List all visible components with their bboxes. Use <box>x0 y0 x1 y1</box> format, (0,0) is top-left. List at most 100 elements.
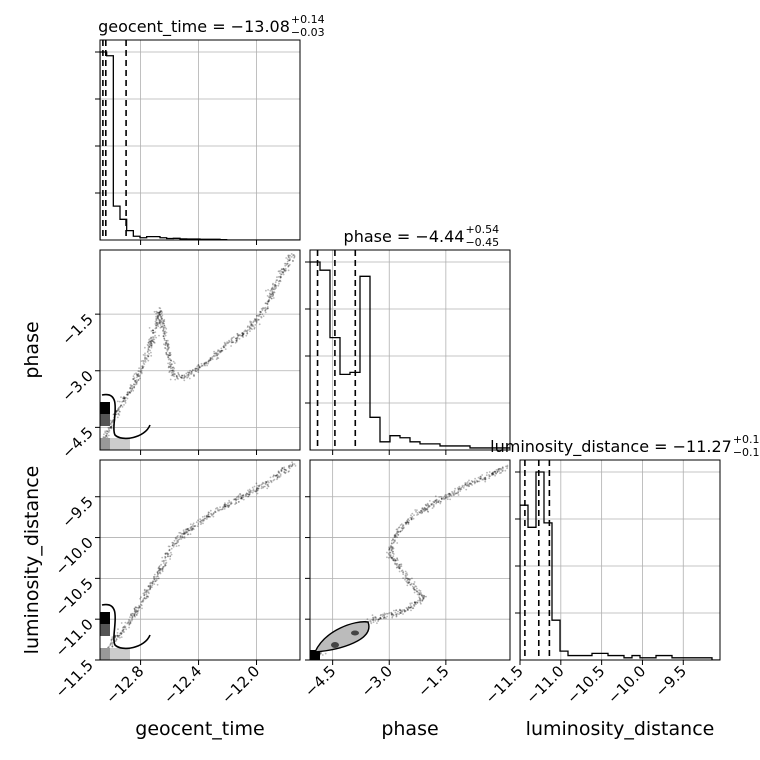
scatter-point <box>430 503 432 505</box>
scatter-point <box>476 481 478 483</box>
scatter-point <box>153 578 156 581</box>
scatter-point <box>399 612 402 614</box>
scatter-point <box>223 504 226 506</box>
scatter-point <box>413 601 416 604</box>
panel-title-text: geocent_time = −13.08 <box>98 17 290 37</box>
scatter-point <box>277 470 280 473</box>
scatter-point <box>271 295 273 298</box>
scatter-point <box>152 580 155 583</box>
scatter-point <box>170 553 173 556</box>
scatter-point <box>473 481 476 484</box>
scatter-point <box>165 327 168 330</box>
scatter-point <box>410 516 413 519</box>
scatter-point <box>136 373 138 376</box>
scatter-point <box>246 326 249 328</box>
density-core <box>351 630 359 636</box>
scatter-point <box>385 617 387 619</box>
scatter-point <box>110 425 113 428</box>
scatter-point <box>156 571 159 574</box>
scatter-point <box>209 359 212 362</box>
scatter-point <box>192 524 194 526</box>
scatter-point <box>149 584 151 587</box>
scatter-point <box>208 515 211 518</box>
scatter-point <box>248 491 251 494</box>
scatter-point <box>279 276 282 279</box>
scatter-point <box>118 406 120 409</box>
scatter-point <box>204 517 207 520</box>
scatter-point <box>289 464 292 466</box>
scatter-point <box>395 559 397 562</box>
scatter-point <box>156 575 159 577</box>
scatter-point <box>167 362 170 365</box>
scatter-point <box>153 576 155 578</box>
scatter-point <box>421 600 423 602</box>
scatter-point <box>416 590 418 592</box>
scatter-point <box>444 496 447 499</box>
scatter-point <box>215 353 218 356</box>
scatter-point <box>141 599 144 602</box>
scatter-point <box>287 256 290 258</box>
scatter-point <box>205 361 208 364</box>
scatter-point <box>201 364 204 367</box>
scatter-point <box>379 617 382 619</box>
scatter-point <box>192 369 194 371</box>
scatter-point <box>484 477 486 480</box>
x-tick-label: −12.0 <box>218 662 263 707</box>
scatter-point <box>164 557 167 559</box>
scatter-point <box>408 579 411 582</box>
scatter-point <box>240 496 243 499</box>
scatter-point <box>459 488 462 490</box>
scatter-point <box>194 370 197 373</box>
scatter-point <box>501 470 504 473</box>
scatter-point <box>174 543 176 545</box>
scatter-point <box>275 474 278 477</box>
scatter-point <box>264 483 267 486</box>
scatter-point <box>232 341 235 344</box>
scatter-point <box>167 353 170 356</box>
density-blob <box>100 603 151 660</box>
scatter-point <box>123 404 125 406</box>
scatter-point <box>422 594 425 597</box>
scatter-point <box>254 320 257 323</box>
scatter-point <box>224 505 227 507</box>
scatter-point <box>389 555 391 557</box>
scatter-point <box>158 311 161 314</box>
scatter-point <box>237 334 240 336</box>
scatter-point <box>408 578 411 581</box>
scatter-point <box>388 548 391 550</box>
scatter-point <box>506 464 509 467</box>
scatter-point <box>134 379 137 382</box>
scatter-point <box>258 315 260 318</box>
density-cell <box>310 650 320 660</box>
scatter-point <box>394 536 397 539</box>
scatter-point <box>258 323 261 326</box>
scatter-point <box>293 257 295 259</box>
scatter-point <box>275 474 277 477</box>
scatter-point <box>267 480 269 483</box>
scatter-point <box>276 476 279 478</box>
contour-line <box>101 393 151 440</box>
scatter-point <box>246 332 249 334</box>
scatter-point <box>142 359 144 362</box>
scatter-point <box>402 571 405 573</box>
scatter-point <box>420 509 422 512</box>
scatter-point <box>186 530 189 533</box>
scatter-point <box>153 578 156 581</box>
scatter-point <box>252 488 255 491</box>
scatter-point <box>379 617 382 619</box>
scatter-point <box>169 365 172 368</box>
scatter-point <box>172 545 175 548</box>
scatter-point <box>159 326 162 329</box>
scatter-point <box>149 588 152 591</box>
scatter-point <box>261 481 264 484</box>
scatter-point <box>468 485 470 487</box>
scatter-point <box>115 410 118 413</box>
scatter-point <box>370 622 373 625</box>
scatter-point <box>167 355 169 358</box>
scatter-point <box>372 621 375 624</box>
scatter-point <box>142 354 145 356</box>
scatter-point <box>321 654 324 656</box>
scatter-point <box>406 577 408 580</box>
scatter-point <box>265 302 267 305</box>
scatter-point <box>107 434 110 437</box>
